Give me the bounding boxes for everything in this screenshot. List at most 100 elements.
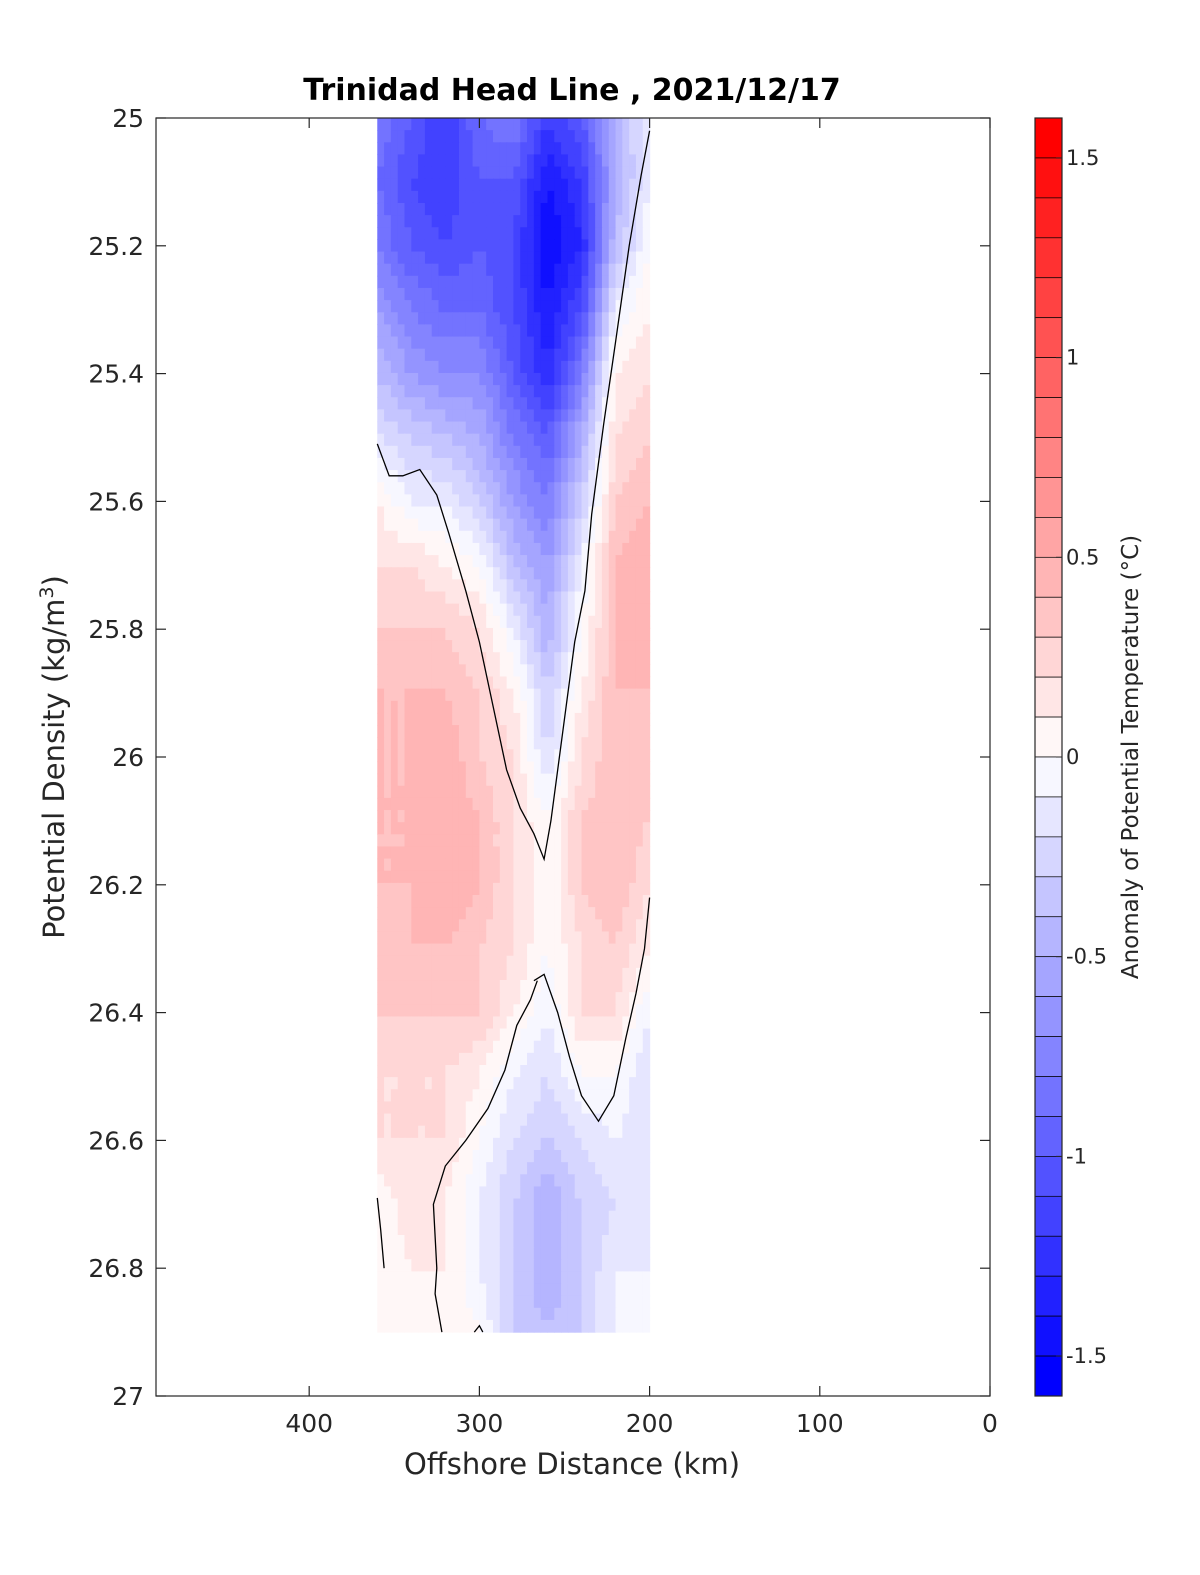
field-cell <box>601 251 610 265</box>
field-cell <box>533 1295 542 1309</box>
field-cell <box>608 980 617 993</box>
field-cell <box>506 530 515 544</box>
field-cell <box>397 567 406 580</box>
field-cell <box>424 749 433 763</box>
field-cell <box>554 215 562 228</box>
field-cell <box>547 530 555 544</box>
field-cell <box>452 1198 460 1212</box>
field-cell <box>608 761 617 775</box>
field-cell <box>377 822 385 835</box>
field-cell <box>520 142 528 156</box>
colorbar-swatch <box>1034 237 1063 279</box>
field-cell <box>513 955 521 969</box>
field-cell <box>581 421 589 435</box>
field-cell <box>601 1125 610 1139</box>
field-cell <box>458 579 467 593</box>
field-cell <box>479 470 487 483</box>
field-cell <box>384 397 392 410</box>
colorbar-swatch <box>1034 1076 1063 1117</box>
field-cell <box>642 118 651 131</box>
field-cell <box>615 1283 623 1297</box>
field-cell <box>561 1040 569 1054</box>
field-cell <box>622 287 630 301</box>
zero-contour-line <box>473 1324 484 1333</box>
field-cell <box>493 1101 501 1115</box>
field-cell <box>424 773 433 787</box>
field-cell <box>390 397 399 410</box>
field-cell <box>506 1174 515 1188</box>
field-cell <box>595 615 603 629</box>
field-cell <box>581 858 589 872</box>
field-cell <box>595 882 603 896</box>
field-cell <box>377 1186 385 1200</box>
field-cell <box>431 834 440 848</box>
field-cell <box>629 640 637 653</box>
field-cell <box>540 858 549 872</box>
field-cell <box>445 1319 453 1333</box>
colorbar-swatch <box>1034 1315 1063 1357</box>
field-cell <box>588 324 596 338</box>
field-cell <box>418 579 426 593</box>
field-cell <box>486 1089 494 1103</box>
field-cell <box>397 348 406 362</box>
field-cell <box>438 664 446 678</box>
field-cell <box>533 312 542 325</box>
field-cell <box>615 567 623 580</box>
field-cell <box>384 931 392 945</box>
field-cell <box>499 919 508 933</box>
field-cell <box>390 895 399 908</box>
field-cell <box>567 846 576 860</box>
field-cell <box>411 360 419 374</box>
field-cell <box>486 1162 494 1175</box>
field-cell <box>540 1234 549 1248</box>
field-cell <box>431 1222 440 1236</box>
field-cell <box>418 846 426 860</box>
field-cell <box>581 494 589 508</box>
field-cell <box>438 372 446 386</box>
field-cell <box>622 1052 630 1066</box>
field-cell <box>615 931 623 945</box>
field-cell <box>527 579 535 593</box>
field-cell <box>615 336 623 350</box>
field-cell <box>527 336 535 350</box>
field-cell <box>574 688 583 702</box>
field-cell <box>581 372 589 386</box>
field-cell <box>397 555 406 568</box>
field-cell <box>445 882 453 896</box>
field-cell <box>499 858 508 872</box>
field-cell <box>615 919 623 933</box>
field-cell <box>513 482 521 495</box>
field-cell <box>499 130 508 143</box>
field-cell <box>608 882 617 896</box>
field-cell <box>601 555 610 568</box>
field-cell <box>608 725 617 738</box>
field-cell <box>642 931 651 945</box>
field-cell <box>520 542 528 556</box>
field-cell <box>567 858 576 872</box>
field-cell <box>493 518 501 532</box>
field-cell <box>561 895 569 908</box>
field-cell <box>595 567 603 580</box>
field-cell <box>520 1210 528 1224</box>
field-cell <box>554 652 562 665</box>
field-cell <box>533 409 542 423</box>
field-cell <box>472 275 480 289</box>
field-cell <box>506 227 515 241</box>
field-cell <box>458 1234 467 1248</box>
field-cell <box>411 1113 419 1127</box>
field-cell <box>384 1077 392 1090</box>
field-cell <box>635 1295 644 1309</box>
field-cell <box>506 300 515 313</box>
field-cell <box>574 1295 583 1309</box>
field-cell <box>438 834 446 848</box>
field-cell <box>486 1028 494 1042</box>
field-cell <box>629 300 637 313</box>
field-cell <box>458 530 467 544</box>
field-cell <box>567 142 576 156</box>
field-cell <box>499 773 508 787</box>
field-cell <box>547 712 555 726</box>
field-cell <box>581 409 589 423</box>
field-cell <box>465 822 474 835</box>
field-cell <box>635 275 644 289</box>
field-cell <box>424 955 433 969</box>
